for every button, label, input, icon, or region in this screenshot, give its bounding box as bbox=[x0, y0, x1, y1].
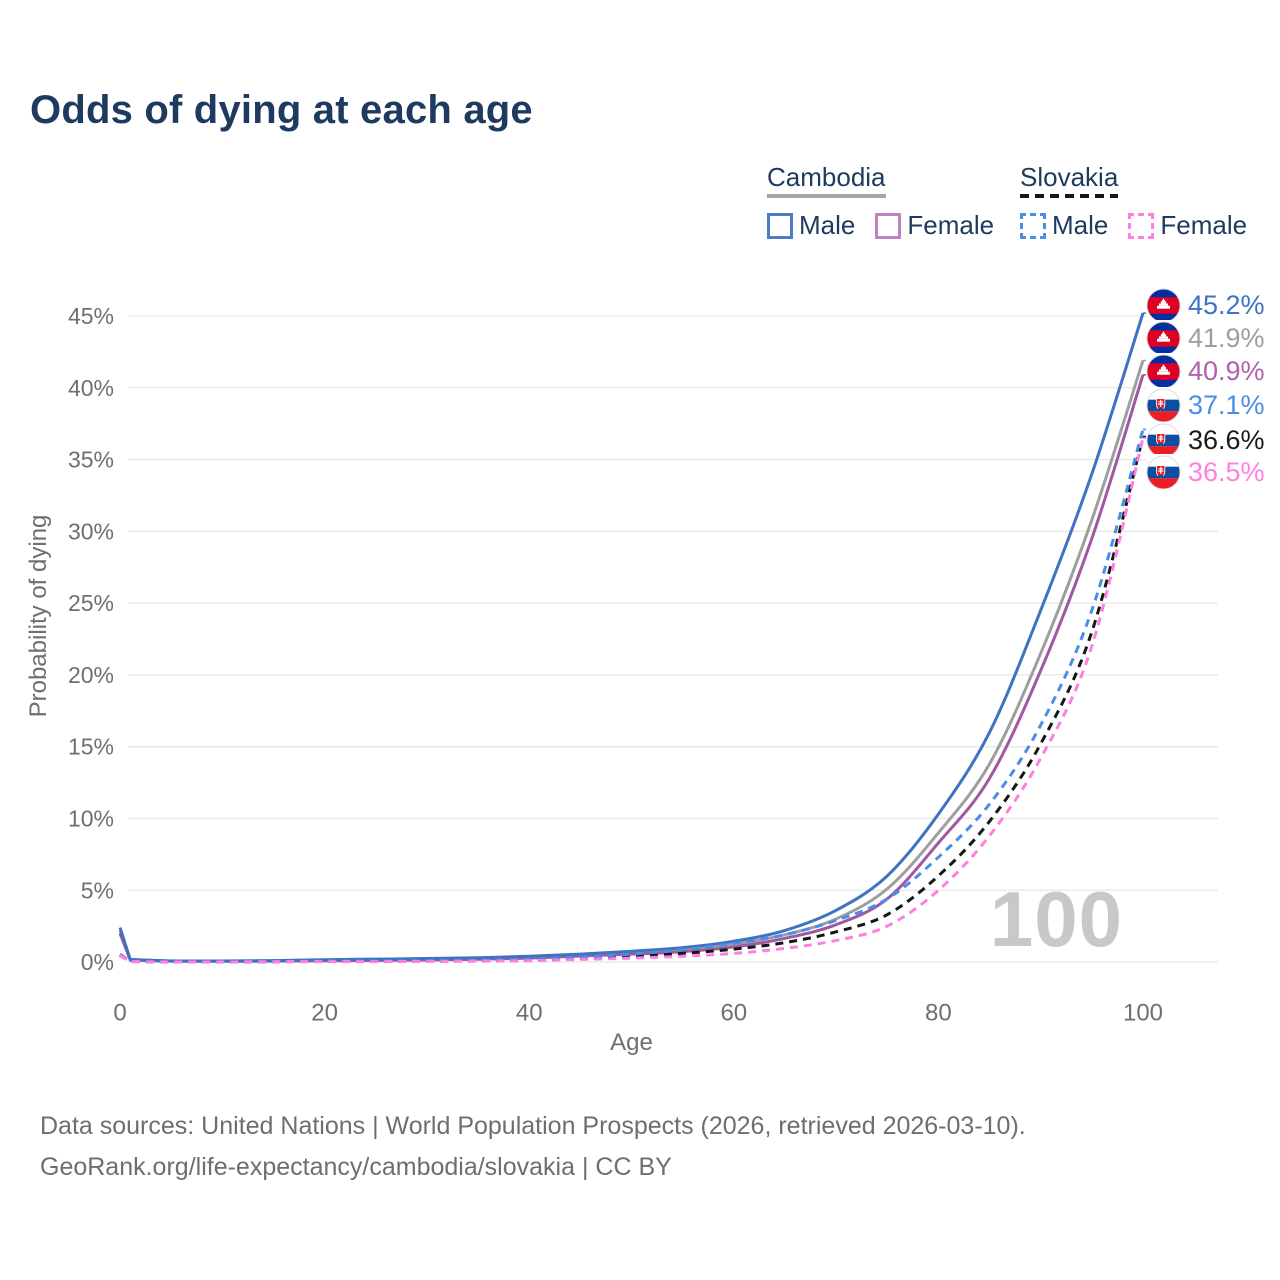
series-slovakia-male bbox=[119, 429, 1145, 964]
end-value: 36.6% bbox=[1188, 424, 1265, 455]
legend-label: Male bbox=[1052, 210, 1109, 240]
end-value: 45.2% bbox=[1188, 289, 1265, 320]
legend-label: Female bbox=[907, 210, 995, 240]
series-cambodia-total bbox=[118, 360, 1145, 963]
legend-country-cambodia: Cambodia bbox=[767, 162, 886, 192]
cambodia-flag-icon bbox=[1146, 287, 1181, 323]
x-tick-label: 100 bbox=[1123, 999, 1163, 1026]
data-source-footer: Data sources: United Nations | World Pop… bbox=[40, 1106, 1026, 1188]
end-label-slovakia-female: 36.5% bbox=[1146, 454, 1269, 490]
end-label-slovakia-male: 37.1% bbox=[1146, 387, 1269, 423]
end-label-cambodia-female: 40.9% bbox=[1146, 353, 1269, 389]
series-slovakia-female bbox=[119, 437, 1145, 964]
series-cambodia-female bbox=[118, 374, 1145, 963]
x-axis-title: Age bbox=[610, 1029, 653, 1056]
x-tick-label: 20 bbox=[311, 999, 338, 1026]
y-tick-label: 30% bbox=[68, 518, 114, 544]
legend-item-slovakia-female[interactable]: Female bbox=[1128, 210, 1247, 241]
y-axis-title: Probability of dying bbox=[25, 515, 52, 718]
end-value: 37.1% bbox=[1188, 389, 1265, 420]
y-tick-label: 15% bbox=[68, 734, 114, 760]
series-slovakia-total bbox=[119, 436, 1145, 964]
y-tick-label: 10% bbox=[68, 805, 114, 831]
slovakia-line-sample bbox=[1020, 194, 1119, 198]
cambodia-flag-icon bbox=[1146, 320, 1181, 356]
y-tick-label: 35% bbox=[68, 447, 114, 473]
end-label-cambodia-total: 41.9% bbox=[1146, 320, 1269, 356]
y-tick-label: 40% bbox=[68, 375, 114, 401]
end-value: 36.5% bbox=[1188, 456, 1265, 487]
x-tick-label: 60 bbox=[720, 999, 747, 1026]
legend-group-cambodia: Cambodia Male Female bbox=[767, 162, 994, 241]
slovakia-flag-icon bbox=[1146, 454, 1181, 490]
y-tick-label: 5% bbox=[81, 877, 114, 903]
end-label-cambodia-male: 45.2% bbox=[1146, 287, 1269, 323]
cambodia-flag-icon bbox=[1146, 353, 1181, 389]
x-tick-label: 80 bbox=[925, 999, 952, 1026]
cambodia-line-sample bbox=[767, 194, 886, 198]
footer-line-1: Data sources: United Nations | World Pop… bbox=[40, 1112, 1026, 1140]
slovakia-female-swatch-icon bbox=[1128, 212, 1155, 239]
y-tick-label: 45% bbox=[68, 303, 114, 329]
legend-item-cambodia-male[interactable]: Male bbox=[767, 210, 855, 241]
y-tick-label: 20% bbox=[68, 662, 114, 688]
y-tick-label: 0% bbox=[81, 949, 114, 975]
slovakia-flag-icon bbox=[1146, 387, 1181, 423]
legend-label: Male bbox=[799, 210, 856, 240]
legend-group-slovakia: Slovakia Male Female bbox=[1020, 162, 1247, 241]
end-label-slovakia-total: 36.6% bbox=[1146, 422, 1269, 458]
series-cambodia-male bbox=[118, 312, 1145, 963]
cambodia-male-swatch-icon bbox=[767, 212, 793, 239]
x-tick-label: 0 bbox=[113, 999, 126, 1026]
legend-item-cambodia-female[interactable]: Female bbox=[875, 210, 994, 241]
page-title: Odds of dying at each age bbox=[30, 88, 533, 132]
slovakia-flag-icon bbox=[1146, 422, 1181, 458]
y-tick-label: 25% bbox=[68, 590, 114, 616]
slovakia-male-swatch-icon bbox=[1020, 212, 1046, 239]
footer-line-2: GeoRank.org/life-expectancy/cambodia/slo… bbox=[40, 1153, 672, 1181]
end-value: 40.9% bbox=[1188, 355, 1265, 386]
line-chart: 0% 5% 10% 15% 20% 25% 30% 35% 40% 45% 0 20 40 60 80 100… bbox=[25, 303, 1218, 1056]
legend-label: Female bbox=[1160, 210, 1248, 240]
x-tick-label: 40 bbox=[516, 999, 543, 1026]
cambodia-female-swatch-icon bbox=[875, 212, 902, 239]
legend-country-slovakia: Slovakia bbox=[1020, 162, 1119, 192]
end-value: 41.9% bbox=[1188, 322, 1265, 353]
legend-item-slovakia-male[interactable]: Male bbox=[1020, 210, 1108, 241]
